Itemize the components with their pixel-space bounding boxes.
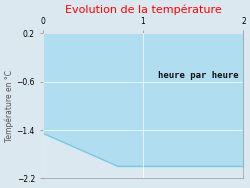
Title: Evolution de la température: Evolution de la température <box>65 4 222 15</box>
Y-axis label: Température en °C: Température en °C <box>4 70 14 142</box>
Text: heure par heure: heure par heure <box>158 71 238 80</box>
